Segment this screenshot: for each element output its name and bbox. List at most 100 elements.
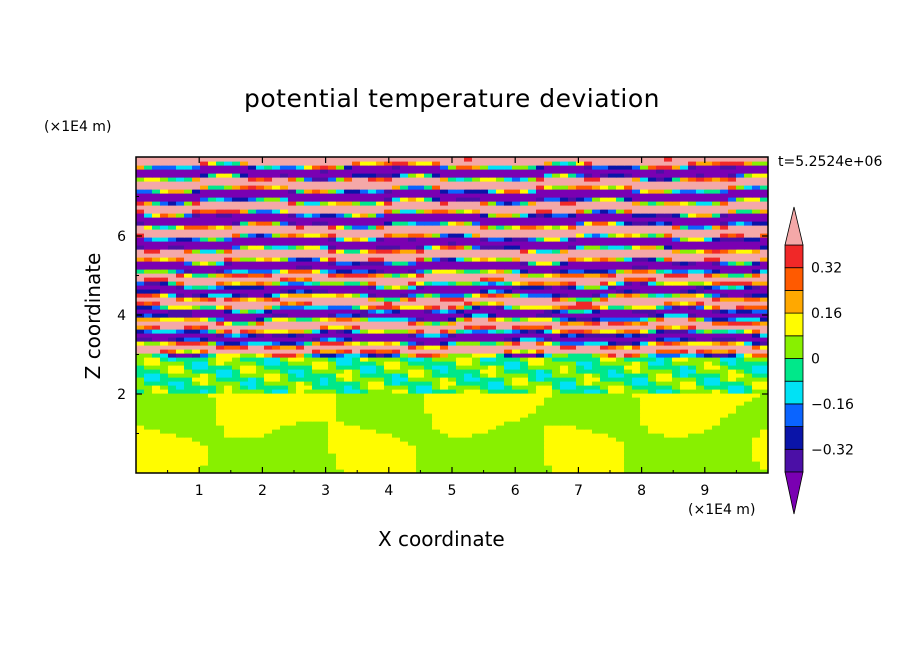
field-cell — [672, 361, 681, 366]
field-cell — [296, 461, 305, 466]
field-cell — [592, 261, 601, 266]
field-cell — [360, 265, 369, 270]
field-cell — [616, 433, 625, 438]
field-cell — [480, 237, 489, 242]
field-cell — [504, 301, 513, 306]
field-cell — [280, 397, 289, 402]
field-cell — [448, 237, 457, 242]
field-cell — [512, 377, 521, 382]
field-cell — [344, 249, 353, 254]
field-cell — [712, 305, 721, 310]
field-cell — [328, 413, 337, 418]
field-cell — [616, 329, 625, 334]
field-cell — [360, 309, 369, 314]
field-cell — [424, 401, 433, 406]
field-cell — [752, 453, 761, 458]
field-cell — [144, 385, 153, 390]
field-cell — [448, 373, 457, 378]
field-cell — [464, 277, 473, 282]
field-cell — [504, 421, 513, 426]
field-cell — [280, 245, 289, 250]
field-cell — [152, 349, 161, 354]
field-cell — [696, 345, 705, 350]
field-cell — [400, 449, 409, 454]
field-cell — [464, 257, 473, 262]
field-cell — [264, 413, 273, 418]
field-cell — [224, 441, 233, 446]
field-cell — [208, 405, 217, 410]
field-cell — [208, 461, 217, 466]
field-cell — [544, 257, 553, 262]
field-cell — [304, 269, 313, 274]
field-cell — [488, 381, 497, 386]
field-cell — [160, 381, 169, 386]
field-cell — [520, 277, 529, 282]
field-cell — [264, 357, 273, 362]
field-cell — [408, 285, 417, 290]
field-cell — [608, 241, 617, 246]
field-cell — [232, 421, 241, 426]
field-cell — [416, 245, 425, 250]
field-cell — [160, 377, 169, 382]
field-cell — [232, 297, 241, 302]
field-cell — [376, 225, 385, 230]
field-cell — [576, 409, 585, 414]
field-cell — [360, 453, 369, 458]
field-cell — [488, 269, 497, 274]
field-cell — [640, 361, 649, 366]
field-cell — [544, 301, 553, 306]
field-cell — [560, 465, 569, 470]
field-cell — [440, 341, 449, 346]
field-cell — [600, 341, 609, 346]
field-cell — [496, 441, 505, 446]
field-cell — [144, 305, 153, 310]
field-cell — [528, 253, 537, 258]
field-cell — [640, 441, 649, 446]
field-cell — [424, 293, 433, 298]
field-cell — [472, 377, 481, 382]
field-cell — [560, 437, 569, 442]
field-cell — [704, 445, 713, 450]
field-cell — [160, 237, 169, 242]
field-cell — [528, 333, 537, 338]
field-cell — [256, 325, 265, 330]
field-cell — [632, 285, 641, 290]
field-cell — [232, 397, 241, 402]
field-cell — [208, 217, 217, 222]
field-cell — [288, 321, 297, 326]
field-cell — [760, 421, 768, 426]
field-cell — [696, 321, 705, 326]
field-cell — [736, 453, 745, 458]
field-cell — [432, 289, 441, 294]
field-cell — [192, 249, 201, 254]
field-cell — [208, 449, 217, 454]
field-cell — [392, 261, 401, 266]
contour-field — [136, 157, 768, 473]
field-cell — [232, 301, 241, 306]
field-cell — [608, 233, 617, 238]
field-cell — [208, 453, 217, 458]
field-cell — [480, 349, 489, 354]
field-cell — [496, 449, 505, 454]
field-cell — [488, 465, 497, 470]
field-cell — [560, 461, 569, 466]
field-cell — [432, 309, 441, 314]
field-cell — [664, 345, 673, 350]
field-cell — [664, 285, 673, 290]
field-cell — [536, 393, 545, 398]
field-cell — [640, 413, 649, 418]
field-cell — [272, 385, 281, 390]
field-cell — [464, 245, 473, 250]
field-cell — [216, 393, 225, 398]
field-cell — [392, 225, 401, 230]
field-cell — [328, 225, 337, 230]
field-cell — [400, 353, 409, 358]
field-cell — [328, 461, 337, 466]
field-cell — [496, 229, 505, 234]
field-cell — [344, 417, 353, 422]
field-cell — [448, 445, 457, 450]
field-cell — [264, 393, 273, 398]
field-cell — [616, 361, 625, 366]
field-cell — [408, 305, 417, 310]
